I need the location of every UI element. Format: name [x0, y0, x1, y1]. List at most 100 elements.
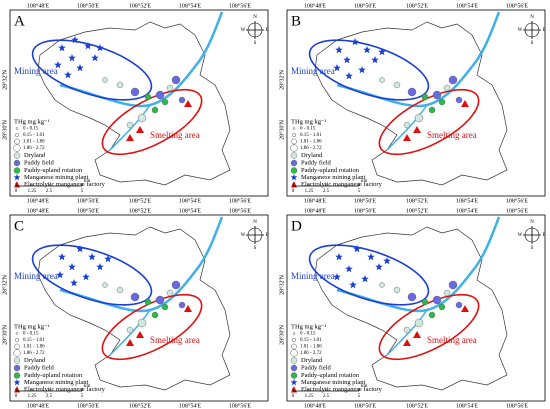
legend-class: 1.86 - 2.72: [300, 146, 322, 151]
lon-tick-label: 108°56'E: [506, 402, 528, 409]
legend-landuse-label: Paddy field: [301, 159, 332, 166]
smelting-label: Smelting area: [150, 335, 200, 345]
legend-size: [291, 343, 297, 350]
compass-s: S: [531, 41, 534, 46]
legend-star: [290, 174, 298, 181]
compass-cross: [523, 226, 541, 244]
scale-tick: 0: [15, 189, 18, 194]
legend-title: THg mg kg⁻¹: [291, 323, 326, 330]
lon-tick-label: 108°50'E: [354, 197, 376, 204]
scale-tick: 5: [358, 394, 361, 399]
scale-tick: 5: [81, 189, 84, 194]
compass-n: N: [530, 220, 534, 225]
legend-facility: Electrolytic manganese factory: [301, 181, 383, 188]
smelting-ellipse: [378, 88, 480, 156]
map-panel: 108°48'E 108°48'E 108°50'E 108°50'E 108°52'E…: [1, 2, 268, 204]
lon-tick-label: 108°56'E: [506, 197, 528, 204]
legend-star: [13, 379, 21, 386]
compass-cross: [246, 226, 264, 244]
mining-plant: [349, 281, 357, 289]
compass-cross: [523, 21, 541, 39]
mining-plant: [363, 46, 371, 54]
manganese-factory: [126, 134, 134, 141]
manganese-factory: [403, 134, 411, 141]
mining-plant: [56, 271, 64, 279]
mining-plant: [343, 56, 351, 64]
legend-class: 0 - 0.15: [300, 127, 316, 132]
mining-plant: [353, 245, 361, 253]
scale-tick: 1.25: [305, 189, 314, 194]
lon-tick-label: 108°50'E: [77, 402, 99, 409]
legend-landuse-label: Dryland: [24, 152, 46, 159]
scale-tick: 0: [292, 189, 295, 194]
panel-label: D: [291, 218, 302, 234]
lat-tick-label: 28°30'N: [278, 324, 285, 344]
smelting-label: Smelting area: [427, 335, 477, 345]
mining-plant: [351, 38, 359, 46]
panel-label: A: [14, 13, 25, 29]
legend-landuse: [290, 372, 298, 379]
compass-e: E: [265, 28, 268, 33]
scale-tick: 2.5: [46, 394, 53, 399]
legend-size: [13, 349, 21, 357]
mining-plant: [71, 36, 79, 44]
sample-point: [166, 289, 174, 297]
map-panel: 108°48'E 108°48'E 108°50'E 108°50'E 108°52'E…: [1, 207, 268, 409]
lon-tick-label: 108°54'E: [179, 402, 201, 409]
scale-tick: 2.5: [323, 189, 330, 194]
lon-tick-label: 108°48'E: [27, 402, 49, 409]
sample-point: [116, 81, 124, 89]
lon-tick-label: 108°56'E: [229, 2, 251, 9]
lon-tick-label: 108°52'E: [406, 402, 428, 409]
compass-w: W: [241, 233, 246, 238]
legend-class: 1.01 - 1.86: [300, 140, 322, 145]
smelting-ellipse: [378, 293, 480, 361]
sample-point: [393, 286, 401, 294]
mining-ellipse: [308, 244, 430, 306]
legend-class: 0.15 - 1.01: [300, 338, 322, 343]
sample-point: [151, 311, 159, 319]
scale-bar: [292, 183, 360, 187]
lon-tick-label: 108°48'E: [304, 2, 326, 9]
sample-point: [126, 121, 134, 129]
legend-class: 0.15 - 1.01: [23, 133, 45, 138]
sample-point: [151, 106, 159, 114]
sample-point: [178, 301, 186, 309]
sample-point: [443, 289, 451, 297]
manganese-factory: [184, 100, 192, 107]
legend-facility: Electrolytic manganese factory: [301, 386, 383, 393]
lat-tick-label: 28°32'N: [1, 69, 8, 89]
scale-tick: 0: [292, 394, 295, 399]
compass-e: E: [542, 28, 545, 33]
mining-plant: [76, 245, 84, 253]
sample-point: [455, 301, 463, 309]
legend-star: [13, 174, 21, 181]
lon-tick-label: 108°54'E: [456, 402, 478, 409]
legend-star: [290, 379, 298, 386]
scale-bar: [15, 388, 83, 392]
legend-landuse-label: Paddy-upland rotation: [24, 167, 83, 174]
compass-e: E: [265, 233, 268, 238]
sample-point: [421, 93, 429, 101]
sample-point: [414, 318, 424, 328]
sample-point: [161, 303, 169, 311]
mining-plant: [367, 253, 375, 261]
mining-plant: [361, 275, 369, 283]
compass-w: W: [241, 28, 246, 33]
legend-class: 0 - 0.15: [23, 332, 39, 337]
sample-point: [155, 90, 165, 100]
mining-plant: [68, 263, 76, 271]
mining-plant: [96, 44, 104, 52]
sample-point: [130, 292, 140, 302]
compass-s: S: [254, 246, 257, 251]
sample-point: [428, 106, 436, 114]
scale-unit: km: [361, 384, 368, 389]
legend-size: [14, 337, 19, 342]
legend-landuse: [13, 372, 21, 379]
sample-point: [166, 84, 174, 92]
sample-point: [407, 87, 417, 97]
sample-point: [407, 292, 417, 302]
lon-tick-label: 108°48'E: [304, 402, 326, 409]
legend-size: [14, 343, 20, 350]
manganese-factory: [413, 331, 421, 338]
